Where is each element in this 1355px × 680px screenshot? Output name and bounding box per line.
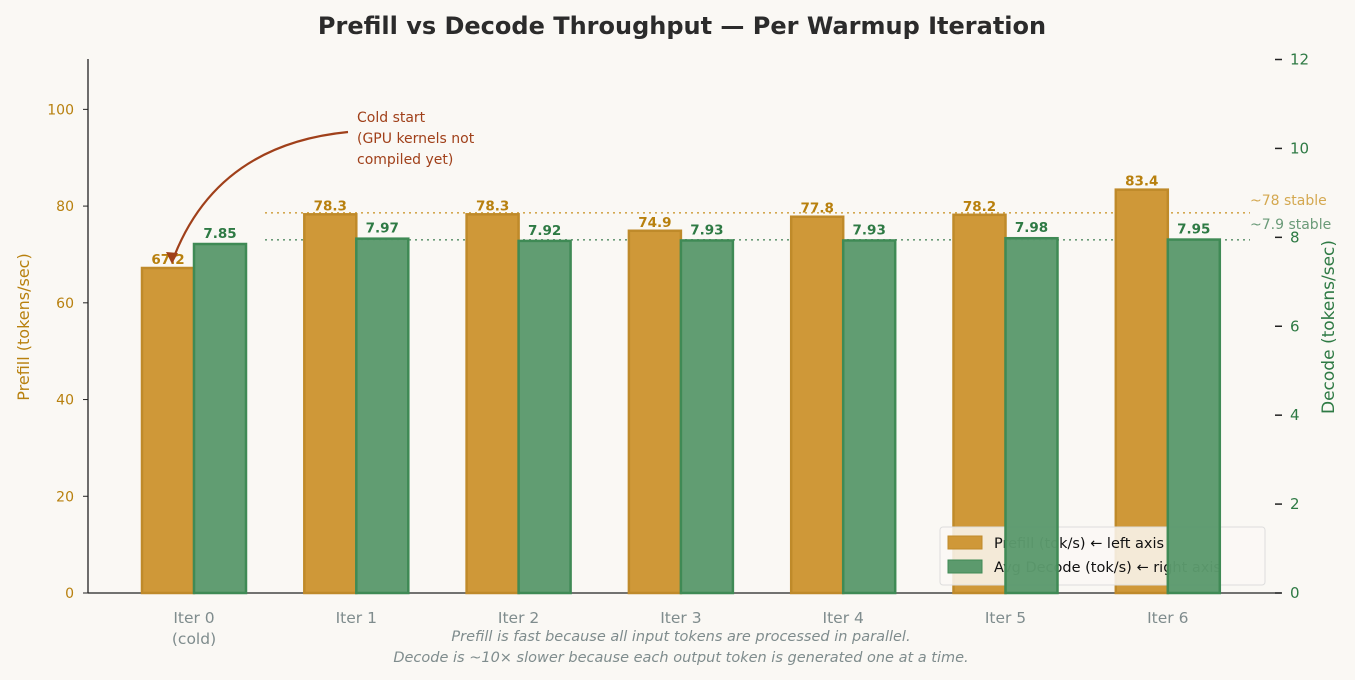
arrowhead-icon	[166, 252, 178, 264]
prefill-value-label: 74.9	[638, 215, 671, 231]
decode-value-label: 7.92	[528, 223, 561, 239]
decode-bar	[517, 239, 572, 595]
x-tick-label: (cold)	[172, 630, 216, 648]
legend-swatch	[947, 535, 983, 550]
prefill-value-label: 83.4	[1125, 174, 1158, 190]
left-tick-label: 100	[47, 102, 74, 118]
right-tick-label: 2	[1290, 495, 1300, 513]
annotation-text: compiled yet)	[357, 152, 453, 168]
left-tick-label: 20	[56, 489, 74, 505]
right-tick-label: 10	[1290, 139, 1309, 157]
decode-value-label: 7.93	[853, 222, 886, 238]
prefill-bar	[789, 215, 845, 595]
prefill-value-label: 77.8	[801, 201, 834, 217]
decode-bar	[355, 237, 410, 595]
prefill-bar	[303, 213, 358, 595]
footnote: Prefill is fast because all input tokens…	[451, 629, 910, 645]
decode-bar	[841, 239, 897, 595]
prefill-bar	[627, 229, 683, 595]
x-tick-label: Iter 5	[985, 609, 1026, 627]
annotation-arrow	[170, 130, 349, 263]
prefill-value-label: 78.2	[963, 199, 996, 215]
x-tick-label: Iter 6	[1147, 609, 1188, 627]
right-tick-label: 8	[1290, 228, 1300, 246]
chart-title: Prefill vs Decode Throughput — Per Warmu…	[318, 12, 1046, 40]
x-tick-label: Iter 2	[498, 609, 539, 627]
left-tick-label: 40	[56, 393, 74, 409]
decode-value-label: 7.85	[203, 226, 236, 242]
prefill-bar	[140, 266, 196, 595]
left-tick-label: 60	[56, 296, 74, 312]
left-axis-label: Prefill (tokens/sec)	[14, 253, 33, 400]
decode-bar	[192, 242, 248, 595]
decode-value-label: 7.98	[1015, 220, 1048, 236]
footnote: Decode is ~10× slower because each outpu…	[393, 650, 968, 666]
reference-line-label: ~7.9 stable	[1250, 217, 1331, 233]
x-tick-label: Iter 3	[660, 609, 701, 627]
right-tick-label: 4	[1290, 406, 1300, 424]
x-tick-label: Iter 0	[173, 609, 214, 627]
prefill-value-label: 78.3	[314, 198, 347, 214]
right-tick-label: 0	[1290, 584, 1300, 602]
legend-swatch	[947, 559, 983, 574]
left-tick-label: 80	[56, 199, 74, 215]
right-axis-label: Decode (tokens/sec)	[1319, 240, 1339, 414]
x-tick-label: Iter 1	[336, 609, 377, 627]
prefill-bar	[465, 213, 520, 595]
decode-bar	[1004, 236, 1059, 595]
x-tick-label: Iter 4	[823, 609, 864, 627]
prefill-value-label: 78.3	[476, 198, 509, 214]
right-tick-label: 6	[1290, 317, 1300, 335]
annotation-text: Cold start	[357, 110, 426, 126]
prefill-bar	[1114, 188, 1170, 595]
reference-line-label: ~78 stable	[1250, 193, 1327, 209]
decode-bar	[1166, 238, 1222, 595]
decode-bar	[679, 239, 735, 595]
right-tick-label: 12	[1290, 51, 1309, 69]
decode-value-label: 7.97	[366, 221, 399, 237]
left-tick-label: 0	[65, 586, 74, 602]
annotation-text: (GPU kernels not	[357, 131, 475, 147]
decode-value-label: 7.95	[1177, 222, 1210, 238]
decode-value-label: 7.93	[690, 222, 723, 238]
